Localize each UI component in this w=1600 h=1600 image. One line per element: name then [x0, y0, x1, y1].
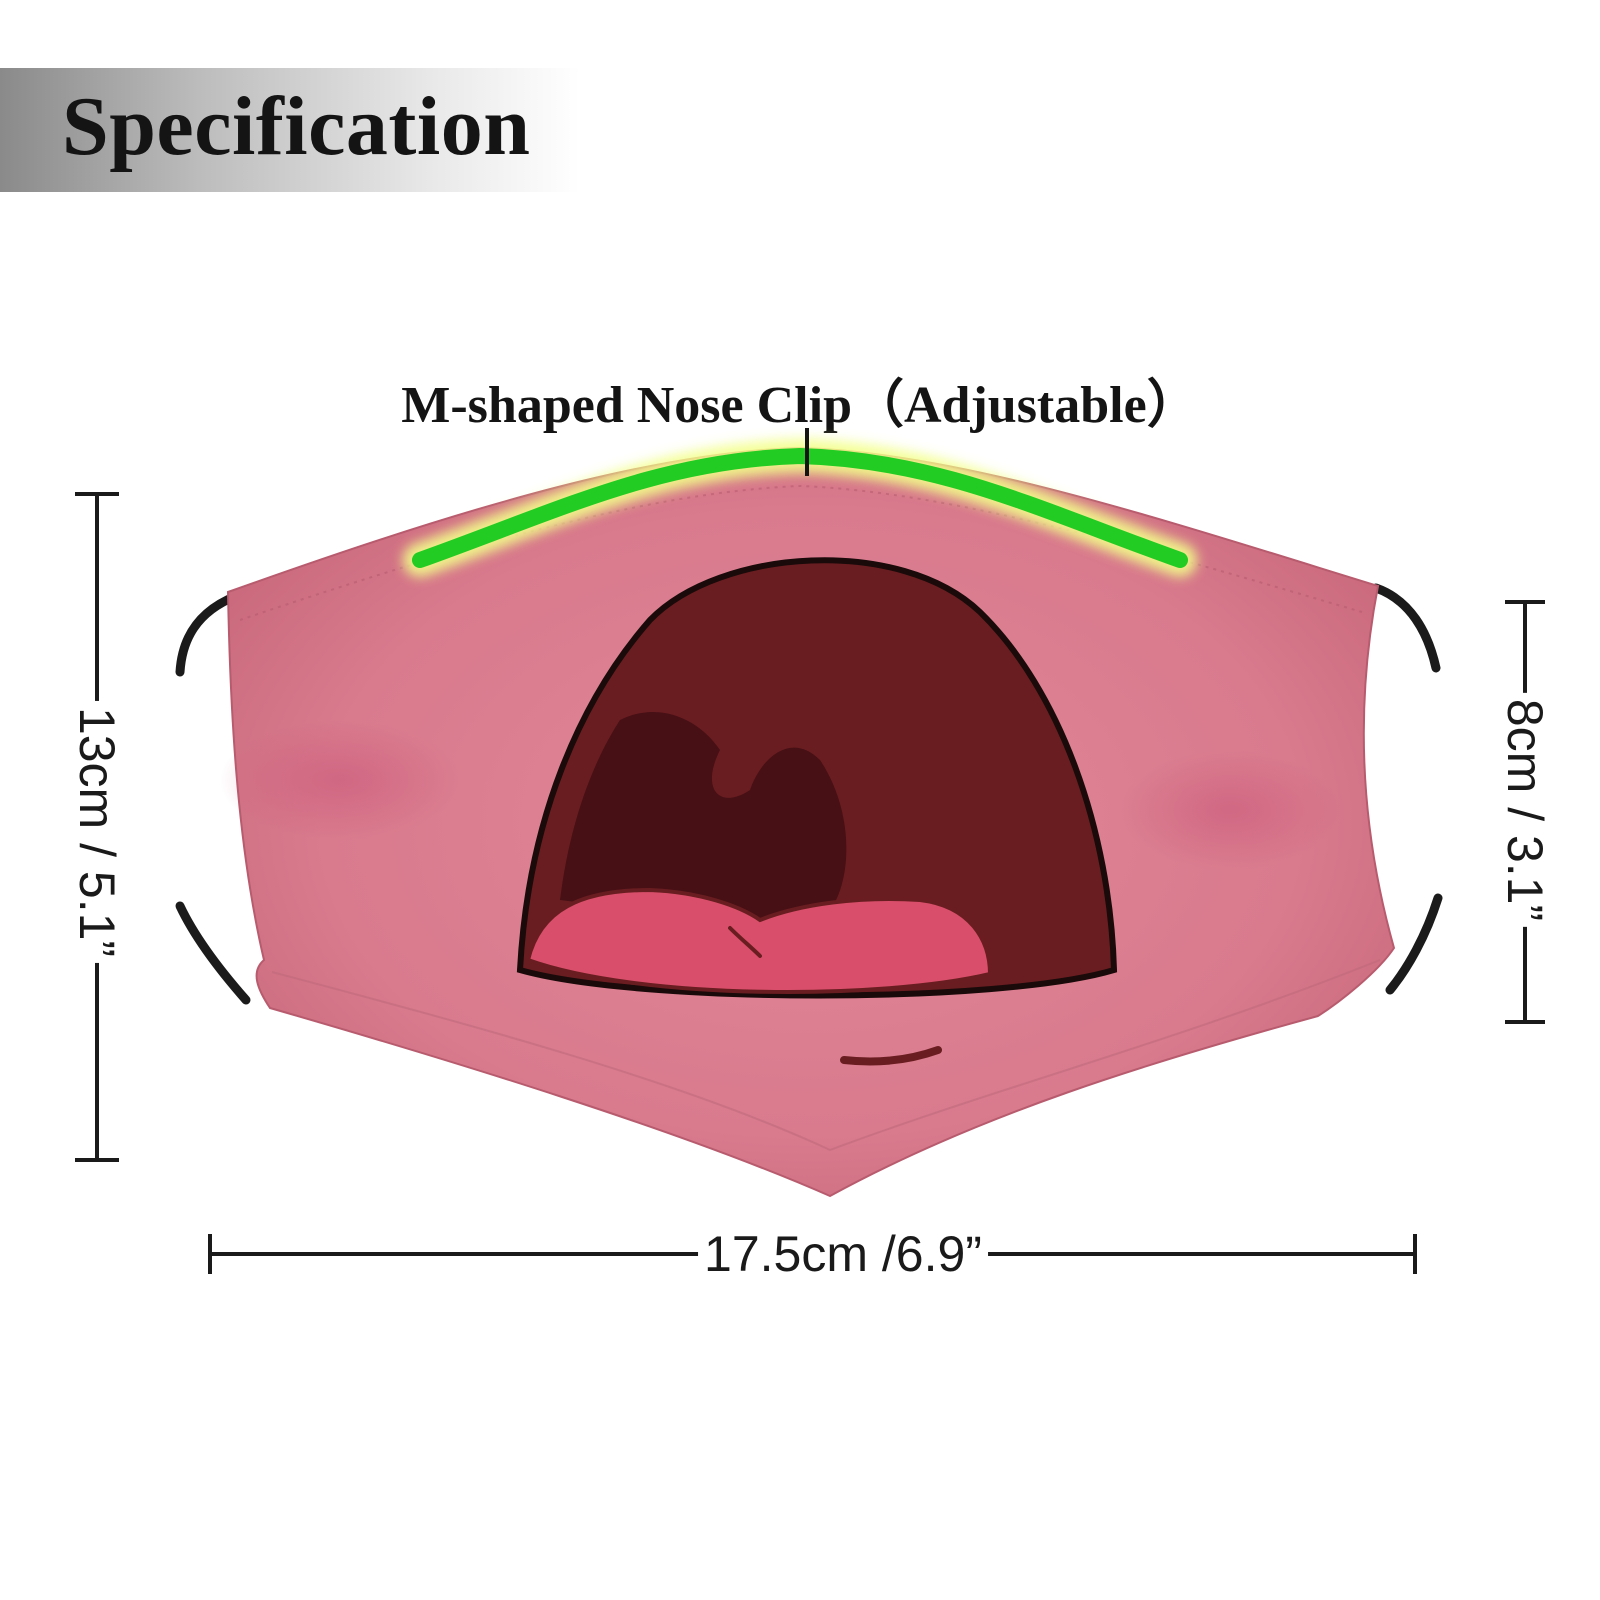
mouth-tongue	[525, 887, 993, 995]
ear-strap-left	[175, 591, 251, 1005]
page-title: Specification	[62, 80, 531, 173]
mask-pleat-bottom	[271, 959, 1381, 1152]
header-band	[0, 68, 580, 192]
ear-strap-right	[1371, 583, 1443, 995]
chin-mark	[840, 1046, 942, 1066]
blush-left	[220, 720, 460, 840]
blush-right	[1120, 750, 1340, 870]
width-dimension-label: 17.5cm /6.9”	[698, 1225, 988, 1283]
height-dimension-label: 13cm / 5.1”	[68, 700, 126, 964]
tongue-center-line	[728, 926, 762, 958]
nose-clip-label: M-shaped Nose Clip（Adjustable）	[401, 377, 1199, 434]
mouth-interior	[560, 711, 847, 920]
strap-dimension-label: 8cm / 3.1”	[1496, 692, 1554, 928]
mask-seam	[239, 484, 1363, 621]
nose-clip	[412, 447, 1188, 568]
